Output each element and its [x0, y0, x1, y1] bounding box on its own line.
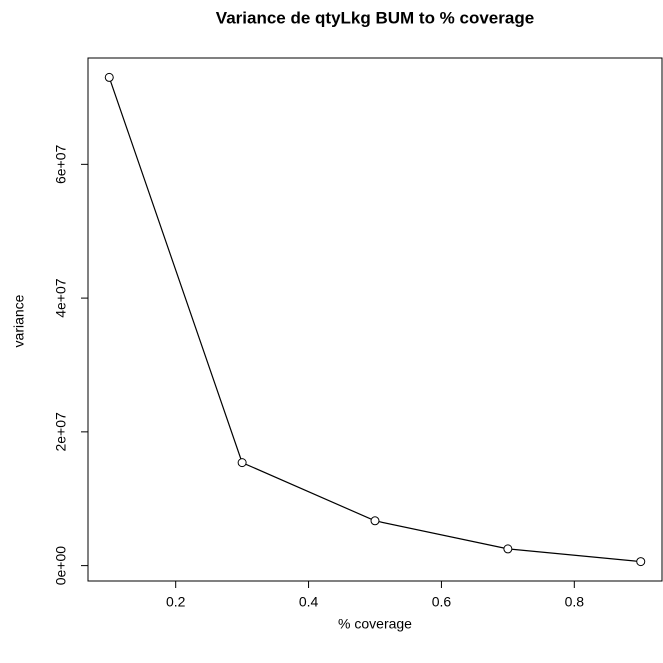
- x-tick-label: 0.2: [166, 594, 186, 610]
- y-tick-label: 2e+07: [53, 412, 69, 452]
- x-tick-label: 0.6: [432, 594, 452, 610]
- line: [108, 77, 641, 563]
- point: [636, 557, 646, 567]
- point: [503, 544, 513, 554]
- x-tick-label: 0.8: [565, 594, 585, 610]
- point: [237, 458, 247, 468]
- y-axis-label: variance: [11, 294, 27, 347]
- y-tick-label: 6e+07: [53, 144, 69, 184]
- chart-title: Variance de qtyLkg BUM to % coverage: [216, 8, 534, 27]
- y-tick-label: 0e+00: [53, 546, 69, 586]
- point: [104, 72, 114, 82]
- x-tick-label: 0.4: [299, 594, 319, 610]
- y-tick-label: 4e+07: [53, 278, 69, 318]
- point: [370, 516, 380, 526]
- x-axis-label: % coverage: [338, 616, 412, 632]
- plot-box: [87, 57, 663, 582]
